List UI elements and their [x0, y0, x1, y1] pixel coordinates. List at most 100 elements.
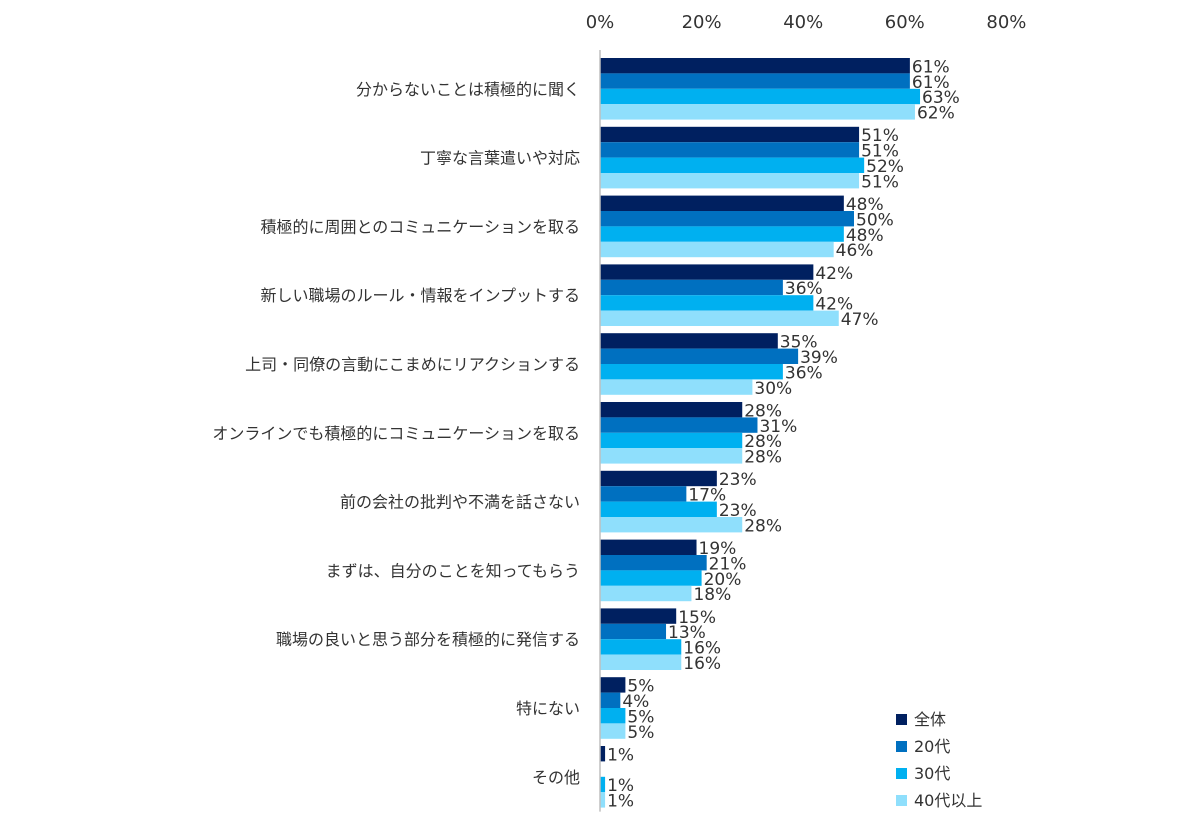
value-label: 36% [785, 279, 823, 299]
bar [600, 241, 834, 258]
bar [600, 195, 844, 211]
value-label: 30% [754, 379, 792, 399]
value-label: 21% [709, 554, 747, 574]
bar [600, 173, 860, 189]
category-label: 丁寧な言葉遣いや対応 [420, 149, 580, 168]
legend-swatch [896, 714, 907, 725]
value-label: 18% [693, 585, 731, 605]
value-label: 28% [744, 448, 782, 468]
value-label: 42% [815, 295, 853, 315]
value-label: 13% [668, 623, 706, 643]
bar [600, 310, 839, 326]
bar [600, 654, 682, 670]
bar [600, 348, 799, 364]
value-label: 28% [744, 516, 782, 536]
value-label: 16% [683, 639, 721, 659]
bar [600, 264, 814, 280]
bar [600, 539, 697, 555]
legend-label: 20代 [914, 737, 950, 756]
value-label: 35% [780, 333, 818, 353]
value-label: 61% [912, 73, 950, 93]
bar [600, 677, 626, 693]
bar [600, 570, 702, 586]
bar [600, 226, 844, 242]
value-label: 46% [836, 241, 874, 261]
value-label: 23% [719, 501, 757, 521]
category-label: その他 [532, 768, 580, 787]
category-labels: 分からないことは積極的に聞く丁寧な言葉遣いや対応積極的に周囲とのコミュニケーショ… [212, 80, 580, 787]
x-axis-ticks: 0% 20% 40% 60% 80% [586, 12, 1027, 33]
category-label: 職場の良いと思う部分を積極的に発信する [276, 630, 580, 649]
bar [600, 517, 743, 533]
bar [600, 776, 606, 793]
value-label: 51% [861, 172, 899, 192]
legend-label: 40代以上 [914, 791, 982, 810]
value-label: 4% [622, 692, 649, 712]
bar [600, 486, 687, 502]
value-label: 47% [841, 310, 879, 330]
category-label: 新しい職場のルール・情報をインプットする [260, 286, 580, 305]
bar [600, 608, 677, 624]
category-label: 積極的に周囲とのコミュニケーションを取る [260, 217, 580, 236]
bar [600, 555, 707, 571]
bar [600, 470, 717, 487]
value-label: 48% [846, 195, 884, 215]
value-label: 16% [683, 654, 721, 674]
value-label: 52% [866, 157, 904, 177]
bar [600, 104, 915, 120]
value-label: 51% [861, 142, 899, 162]
bar [600, 333, 778, 349]
value-label: 51% [861, 126, 899, 146]
value-label: 15% [678, 608, 716, 628]
bar [600, 295, 814, 311]
bar [600, 364, 783, 380]
value-label: 1% [607, 792, 634, 812]
x-tick-label: 20% [682, 12, 722, 33]
value-label: 1% [607, 776, 634, 796]
x-tick-label: 40% [783, 12, 823, 33]
value-label: 36% [785, 363, 823, 383]
category-label: 前の会社の批判や不満を話さない [340, 493, 580, 512]
value-label: 31% [759, 417, 797, 437]
bar [600, 402, 743, 418]
value-label: 17% [688, 486, 726, 506]
category-label: まずは、自分のことを知ってもらう [326, 561, 580, 580]
bar [600, 623, 667, 640]
legend-swatch [896, 795, 907, 806]
value-label: 28% [744, 401, 782, 421]
category-label: 特にない [516, 699, 580, 718]
value-label: 23% [719, 470, 757, 490]
bar [600, 211, 854, 227]
value-label: 42% [815, 264, 853, 284]
bar [600, 279, 783, 296]
category-label: オンラインでも積極的にコミュニケーションを取る [212, 424, 580, 443]
bar [600, 792, 606, 808]
x-tick-label: 80% [986, 12, 1026, 33]
bar [600, 142, 860, 158]
x-tick-label: 0% [586, 12, 615, 33]
bar [600, 88, 921, 105]
value-label: 50% [856, 210, 894, 230]
value-label: 1% [607, 745, 634, 765]
value-label: 5% [627, 723, 654, 743]
bar [600, 432, 743, 449]
bar [600, 501, 717, 517]
value-labels: 61%61%63%62%51%51%52%51%48%50%48%46%42%3… [607, 57, 960, 811]
legend-label: 全体 [914, 710, 946, 729]
bar [600, 58, 910, 74]
bar [600, 448, 743, 464]
value-label: 5% [627, 707, 654, 727]
bar [600, 708, 626, 724]
bars [600, 58, 921, 808]
value-label: 5% [627, 677, 654, 697]
value-label: 19% [699, 539, 737, 559]
value-label: 39% [800, 348, 838, 368]
bar [600, 639, 682, 655]
category-label: 上司・同僚の言動にこまめにリアクションする [245, 355, 580, 374]
legend-label: 30代 [914, 764, 950, 783]
value-label: 20% [704, 570, 742, 590]
bar [600, 157, 865, 173]
bar [600, 379, 753, 395]
x-tick-label: 60% [885, 12, 925, 33]
bar [600, 73, 910, 89]
